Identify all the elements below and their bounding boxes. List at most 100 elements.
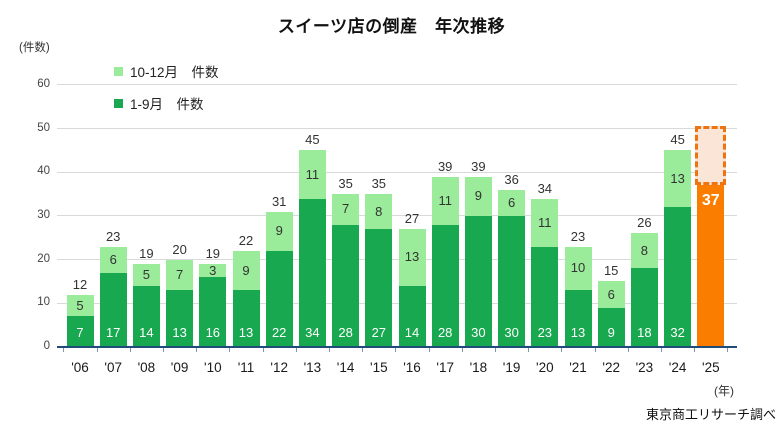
- bar-segment-oct-dec: [232, 250, 260, 291]
- x-category-label: '12: [270, 360, 288, 375]
- bar-segment-oct-dec: [365, 194, 393, 230]
- highlight-bar: [697, 185, 725, 347]
- legend-swatch-oct-dec: [114, 66, 123, 76]
- bar-segment-jan-sep: [265, 250, 293, 347]
- bar-total-label: 35: [338, 176, 353, 192]
- segment-value-oct-dec: 9: [474, 188, 482, 204]
- segment-value-oct-dec: 11: [438, 192, 452, 208]
- segment-value-jan-sep: 17: [105, 325, 121, 340]
- x-tick: [495, 348, 496, 352]
- x-axis-line: [57, 346, 737, 348]
- bar-segment-jan-sep: [332, 224, 360, 347]
- bar-total-label: 34: [537, 180, 553, 196]
- segment-value-oct-dec: 3: [209, 262, 217, 278]
- x-category-label: '20: [536, 360, 554, 375]
- x-tick: [594, 348, 596, 352]
- bar-segment-jan-sep: [199, 277, 227, 347]
- x-category-label: '09: [170, 360, 189, 375]
- y-tick-label: 50: [37, 121, 50, 134]
- bar-segment-oct-dec: [464, 176, 492, 216]
- segment-value-jan-sep: 34: [305, 325, 320, 340]
- segment-value-oct-dec: 9: [242, 262, 250, 278]
- projection-box: [695, 126, 727, 186]
- bar-total-label: 31: [271, 193, 287, 209]
- legend-item-jan-sep: 1-9月 件数: [114, 93, 204, 113]
- x-category-label: '22: [602, 360, 620, 375]
- bar-segment-jan-sep: [531, 246, 559, 347]
- x-category-label: '14: [336, 360, 355, 375]
- gridline: [57, 171, 737, 173]
- x-tick: [163, 348, 164, 352]
- x-tick: [196, 348, 198, 352]
- x-tick: [262, 348, 264, 352]
- x-tick: [661, 348, 662, 352]
- bar-total-label: 45: [670, 132, 685, 148]
- bar-segment-oct-dec: [630, 233, 658, 269]
- bar-total-label: 23: [570, 228, 586, 244]
- bar-segment-jan-sep: [66, 316, 94, 347]
- gridline: [57, 302, 737, 304]
- bar-segment-oct-dec: [265, 211, 293, 251]
- x-tick: [694, 348, 696, 352]
- x-category-label: '06: [71, 360, 89, 375]
- segment-value-oct-dec: 11: [305, 166, 320, 182]
- segment-value-jan-sep: 28: [338, 325, 353, 340]
- bar-segment-oct-dec: [531, 198, 559, 247]
- segment-value-jan-sep: 14: [404, 325, 420, 340]
- x-category-label: '16: [403, 360, 421, 375]
- x-tick: [727, 348, 729, 352]
- bar-total-label: 45: [305, 132, 320, 148]
- bar-segment-jan-sep: [431, 224, 459, 347]
- x-tick: [461, 348, 463, 352]
- bar-segment-oct-dec: [66, 294, 94, 317]
- gridline: [57, 128, 737, 130]
- bar-segment-oct-dec: [498, 189, 526, 216]
- bar-segment-oct-dec: [298, 150, 326, 199]
- segment-value-jan-sep: 13: [172, 325, 187, 340]
- y-tick-label: 60: [37, 77, 50, 90]
- x-category-label: '07: [104, 360, 122, 375]
- x-tick: [295, 348, 297, 352]
- segment-value-jan-sep: 32: [670, 325, 685, 340]
- bar-segment-jan-sep: [132, 285, 160, 347]
- segment-value-oct-dec: 5: [142, 266, 150, 282]
- x-category-label: '21: [569, 360, 587, 375]
- bar-segment-oct-dec: [332, 194, 360, 225]
- segment-value-oct-dec: 13: [670, 170, 685, 186]
- x-tick: [129, 348, 131, 352]
- segment-value-jan-sep: 7: [76, 325, 84, 340]
- segment-value-jan-sep: 13: [238, 325, 254, 340]
- bar-total-label: 35: [371, 176, 387, 192]
- segment-value-oct-dec: 6: [607, 286, 615, 302]
- segment-value-oct-dec: 8: [640, 242, 648, 258]
- chart-title: スイーツ店の倒産 年次推移: [277, 17, 506, 36]
- y-tick-label: 10: [37, 296, 50, 309]
- segment-value-jan-sep: 9: [607, 325, 615, 340]
- segment-value-jan-sep: 23: [537, 325, 553, 340]
- x-tick: [329, 348, 330, 352]
- bar-total-label: 19: [205, 246, 221, 262]
- x-tick: [229, 348, 231, 352]
- y-tick-label: 30: [37, 208, 50, 221]
- segment-value-oct-dec: 8: [375, 203, 383, 219]
- x-category-label: '18: [469, 360, 488, 375]
- bar-segment-jan-sep: [597, 307, 625, 347]
- x-category-label: '19: [502, 360, 521, 375]
- segment-value-jan-sep: 30: [471, 325, 486, 340]
- y-axis-unit-label: (件数): [19, 42, 50, 54]
- bar-total-label: 23: [105, 228, 121, 244]
- segment-value-jan-sep: 30: [504, 325, 519, 340]
- bar-segment-jan-sep: [365, 229, 393, 347]
- segment-value-jan-sep: 13: [570, 325, 586, 340]
- x-axis-unit-label: (年): [714, 384, 734, 398]
- legend-label-jan-sep: 1-9月 件数: [130, 97, 204, 112]
- x-tick: [395, 348, 397, 352]
- segment-value-oct-dec: 11: [538, 214, 552, 230]
- segment-value-oct-dec: 5: [76, 297, 84, 313]
- segment-value-oct-dec: 9: [275, 223, 283, 239]
- bar-segment-oct-dec: [597, 281, 625, 308]
- legend-item-oct-dec: 10-12月 件数: [114, 61, 219, 81]
- x-category-label: '23: [635, 360, 654, 375]
- legend-swatch-jan-sep: [114, 98, 123, 108]
- bar-segment-jan-sep: [498, 215, 526, 347]
